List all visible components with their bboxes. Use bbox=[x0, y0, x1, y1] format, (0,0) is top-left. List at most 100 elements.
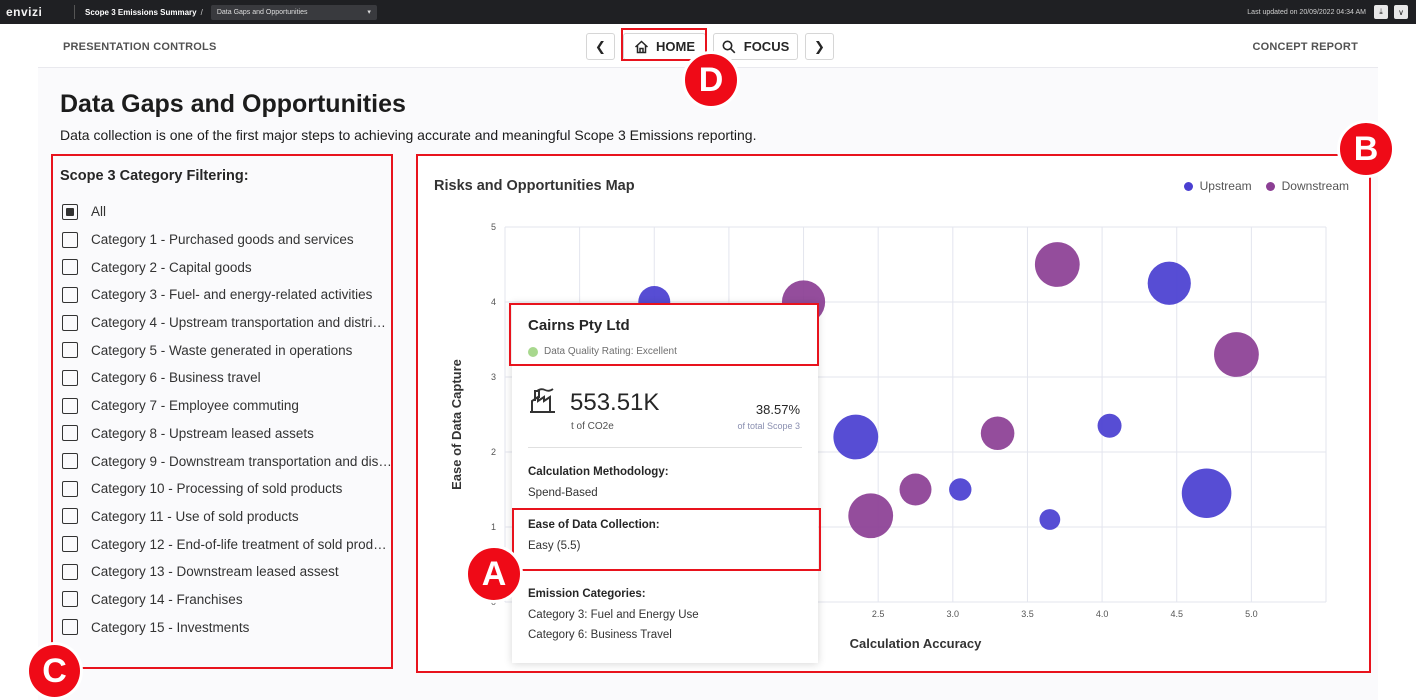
previous-button[interactable]: ❮ bbox=[586, 33, 615, 60]
ease-collection-value: Easy (5.5) bbox=[528, 540, 581, 552]
filter-checkbox[interactable] bbox=[62, 314, 78, 331]
calc-methodology-value: Spend-Based bbox=[528, 487, 598, 499]
annotation-box-chart bbox=[416, 154, 1371, 673]
bubble-tooltip: Cairns Pty Ltd Data Quality Rating: Exce… bbox=[512, 303, 818, 663]
home-icon bbox=[634, 39, 649, 53]
emission-category-item: Category 6: Business Travel bbox=[528, 629, 672, 641]
home-button[interactable]: HOME bbox=[623, 33, 706, 60]
filter-item[interactable]: Category 3 - Fuel- and energy-related ac… bbox=[62, 281, 393, 309]
bubble-downstream[interactable] bbox=[899, 473, 932, 506]
legend-upstream-dot bbox=[1183, 181, 1193, 191]
bubble-upstream[interactable] bbox=[1097, 413, 1122, 438]
tooltip-company-name: Cairns Pty Ltd bbox=[528, 317, 630, 334]
annotation-box-tooltip-header bbox=[509, 303, 819, 366]
y-tick-label: 1 bbox=[491, 522, 496, 532]
annotation-box-ease bbox=[512, 508, 821, 571]
category-filter-panel: Scope 3 Category Filtering: All Category … bbox=[52, 155, 393, 669]
filter-checkbox[interactable] bbox=[62, 453, 78, 470]
filter-item[interactable]: Category 10 - Processing of sold product… bbox=[62, 475, 393, 503]
share-icon: ∨ bbox=[1398, 7, 1404, 17]
filter-checkbox[interactable] bbox=[62, 259, 78, 276]
annotation-box-filter bbox=[51, 154, 393, 669]
breadcrumb-report[interactable]: Scope 3 Emissions Summary bbox=[85, 7, 197, 17]
x-tick-label: 3.5 bbox=[1021, 609, 1034, 619]
filter-checkbox[interactable] bbox=[62, 203, 78, 220]
filter-item[interactable]: Category 1 - Purchased goods and service… bbox=[62, 226, 393, 254]
filter-item[interactable]: Category 11 - Use of sold products bbox=[62, 503, 393, 531]
bubble-downstream[interactable] bbox=[1214, 332, 1259, 377]
rating-status-dot bbox=[528, 346, 538, 357]
app-topbar: envizi Scope 3 Emissions Summary / Data … bbox=[0, 0, 1416, 24]
x-tick-label: 5.0 bbox=[1245, 609, 1258, 619]
filter-checkbox[interactable] bbox=[62, 231, 78, 248]
filter-item[interactable]: Category 8 - Upstream leased assets bbox=[62, 420, 393, 448]
filter-checkbox[interactable] bbox=[62, 342, 78, 359]
next-button[interactable]: ❯ bbox=[805, 33, 834, 60]
tooltip-emissions-unit: t of CO2e bbox=[571, 421, 614, 432]
tooltip-divider bbox=[528, 447, 802, 448]
filter-item[interactable]: Category 15 - Investments bbox=[62, 613, 393, 641]
chart-legend: Upstream Downstream bbox=[1170, 179, 1349, 193]
emission-category-item: Category 3: Fuel and Energy Use bbox=[528, 609, 699, 621]
filter-checkbox[interactable] bbox=[62, 369, 78, 386]
filter-checkbox[interactable] bbox=[62, 286, 78, 303]
bubble-downstream[interactable] bbox=[1034, 242, 1080, 287]
bubble-upstream[interactable] bbox=[949, 478, 972, 501]
filter-item[interactable]: All bbox=[62, 198, 393, 226]
x-tick-label: 4.0 bbox=[1096, 609, 1109, 619]
bubble-upstream[interactable] bbox=[833, 414, 879, 460]
page-subtitle: Data collection is one of the first majo… bbox=[60, 127, 757, 143]
filter-checkbox[interactable] bbox=[62, 480, 78, 497]
filter-checkbox[interactable] bbox=[62, 397, 78, 414]
filter-checkbox[interactable] bbox=[62, 536, 78, 553]
marker-d: D bbox=[682, 51, 740, 109]
caret-down-icon: ▾ bbox=[367, 9, 371, 16]
filter-checkbox[interactable] bbox=[62, 425, 78, 442]
marker-b: B bbox=[1337, 120, 1395, 178]
y-tick-label: 3 bbox=[491, 372, 496, 382]
topbar-divider bbox=[74, 5, 75, 19]
annotation-box-home bbox=[621, 28, 707, 61]
filter-item[interactable]: Category 12 - End-of-life treatment of s… bbox=[62, 530, 393, 558]
legend-downstream-dot bbox=[1265, 181, 1275, 191]
y-tick-label: 2 bbox=[491, 447, 496, 457]
filter-item[interactable]: Category 2 - Capital goods bbox=[62, 253, 393, 281]
y-tick-label: 4 bbox=[491, 297, 496, 307]
download-button[interactable]: ⤓ bbox=[1374, 5, 1388, 19]
download-icon: ⤓ bbox=[1379, 7, 1383, 16]
filter-checkbox[interactable] bbox=[62, 619, 78, 636]
filter-item[interactable]: Category 4 - Upstream transportation and… bbox=[62, 309, 393, 337]
x-axis-label: Calculation Accuracy bbox=[850, 636, 983, 651]
factory-icon bbox=[530, 388, 555, 413]
filter-item[interactable]: Category 9 - Downstream transportation a… bbox=[62, 447, 393, 475]
legend-upstream-label[interactable]: Upstream bbox=[1199, 179, 1252, 193]
chevron-right-icon: ❯ bbox=[814, 38, 825, 54]
filter-item[interactable]: Category 5 - Waste generated in operatio… bbox=[62, 336, 393, 364]
bubble-downstream[interactable] bbox=[980, 416, 1015, 451]
presentation-controls-label: PRESENTATION CONTROLS bbox=[63, 41, 217, 53]
filter-checkbox[interactable] bbox=[62, 591, 78, 608]
bubble-upstream[interactable] bbox=[1039, 509, 1061, 530]
chevron-left-icon: ❮ bbox=[595, 38, 606, 54]
filter-item[interactable]: Category 14 - Franchises bbox=[62, 586, 393, 614]
marker-a: A bbox=[465, 545, 523, 603]
home-button-label: HOME bbox=[656, 39, 695, 54]
envizi-logo[interactable]: envizi bbox=[6, 5, 43, 19]
marker-c: C bbox=[26, 642, 83, 700]
filter-heading: Scope 3 Category Filtering: bbox=[60, 168, 249, 184]
bubble-upstream[interactable] bbox=[1147, 261, 1191, 305]
y-tick-label: 5 bbox=[491, 222, 496, 232]
filter-checkbox[interactable] bbox=[62, 563, 78, 580]
filter-item[interactable]: Category 7 - Employee commuting bbox=[62, 392, 393, 420]
bubble-downstream[interactable] bbox=[848, 493, 894, 539]
page-select[interactable]: Data Gaps and Opportunities ▾ bbox=[210, 4, 377, 20]
filter-item[interactable]: Category 13 - Downstream leased assest bbox=[62, 558, 393, 586]
bubble-upstream[interactable] bbox=[1181, 468, 1232, 519]
focus-button-label: FOCUS bbox=[743, 39, 790, 54]
x-tick-label: 3.0 bbox=[947, 609, 960, 619]
legend-downstream-label[interactable]: Downstream bbox=[1281, 179, 1349, 193]
y-axis-label: Ease of Data Capture bbox=[449, 359, 464, 490]
filter-item[interactable]: Category 6 - Business travel bbox=[62, 364, 393, 392]
filter-checkbox[interactable] bbox=[62, 508, 78, 525]
share-button[interactable]: ∨ bbox=[1394, 5, 1408, 19]
